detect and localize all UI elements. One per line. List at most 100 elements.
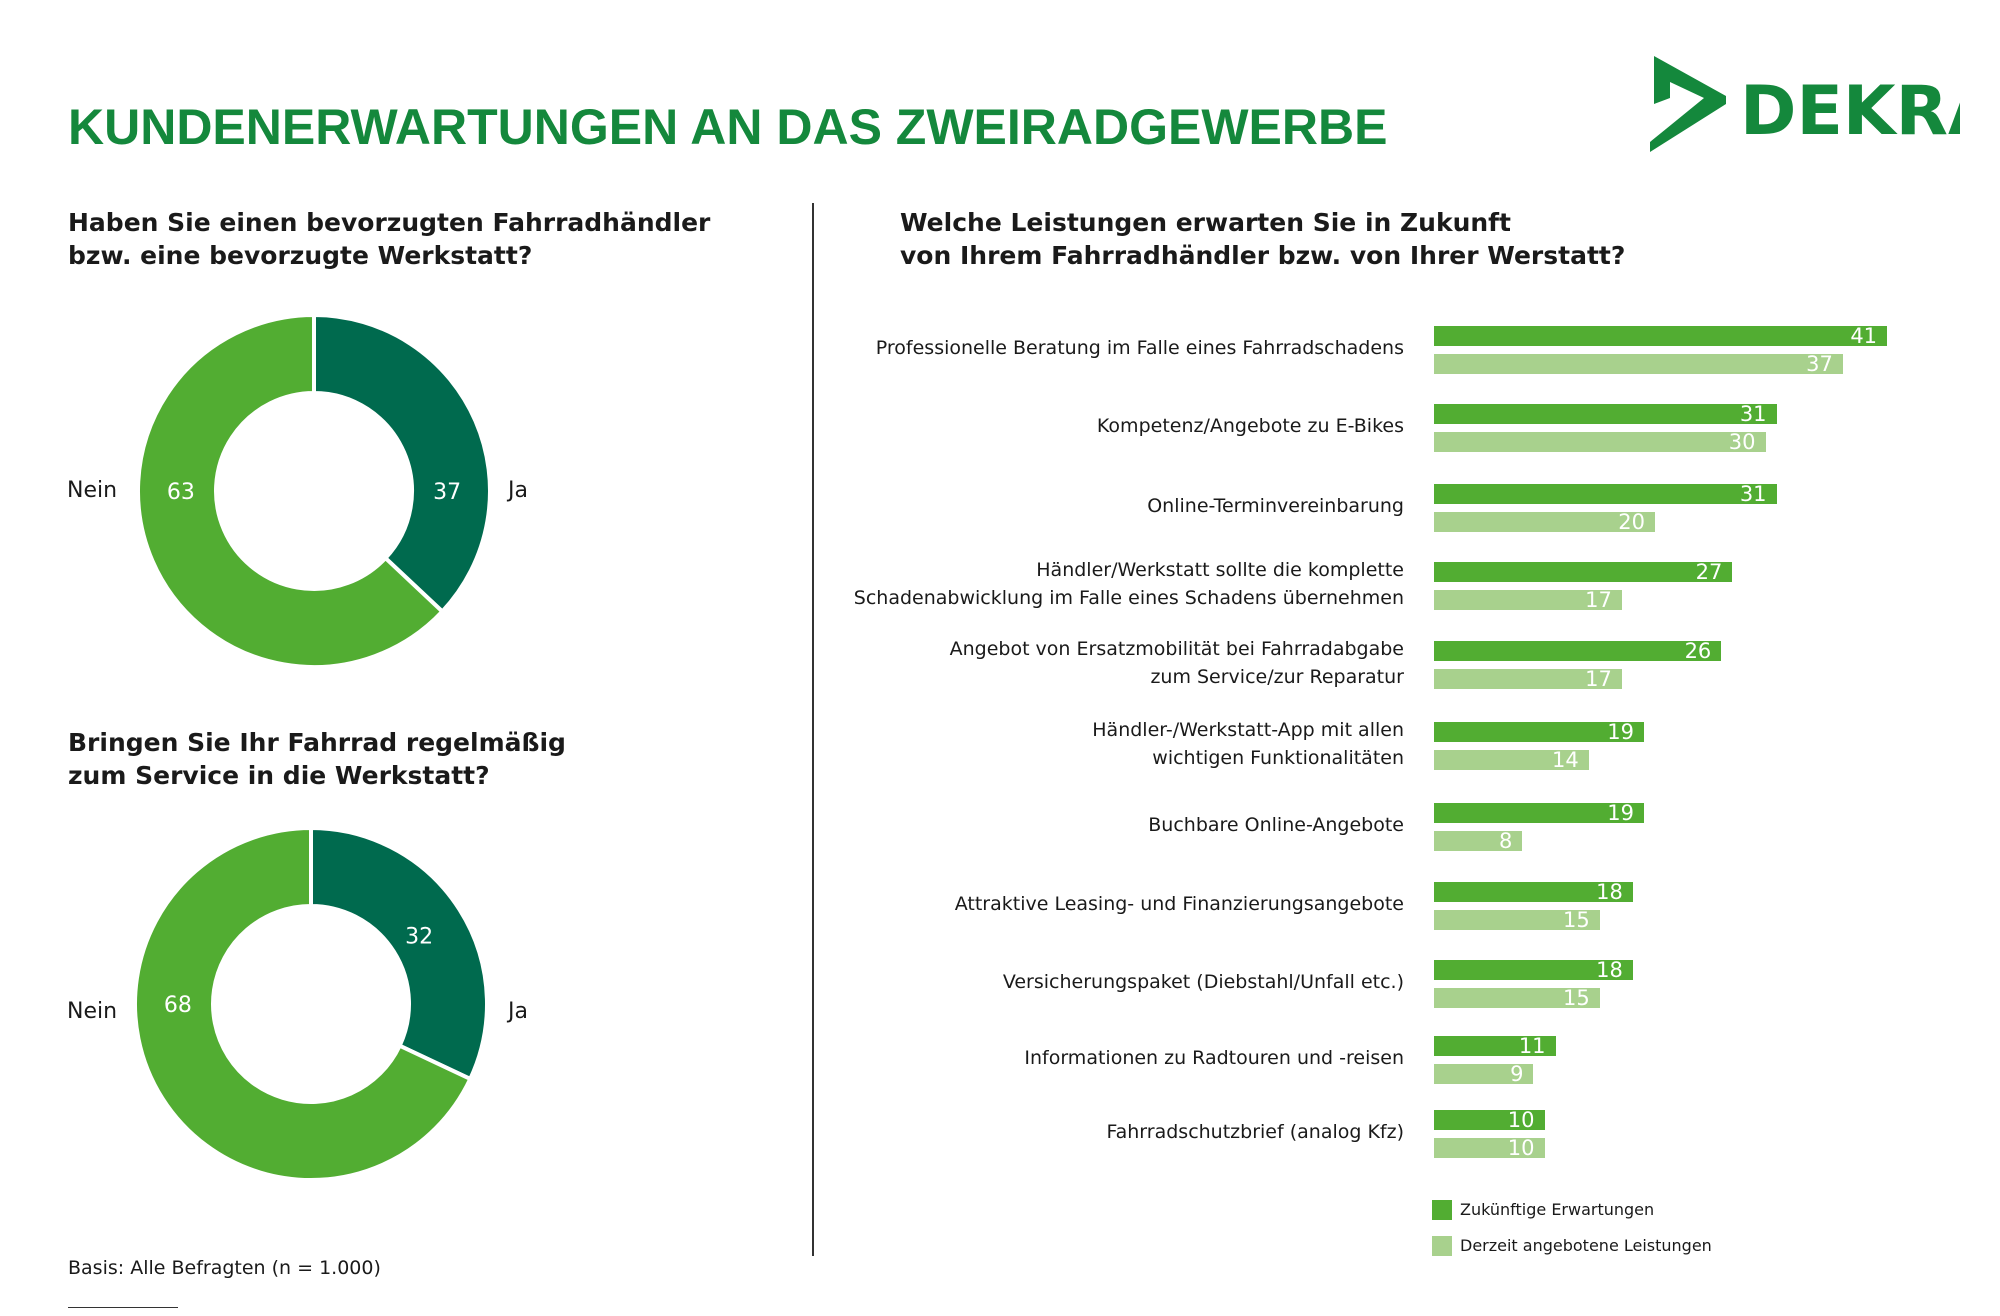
donut2-label-nein: Nein xyxy=(67,999,118,1024)
donut-value-label: 37 xyxy=(433,480,461,505)
bar-category-label-line: Angebot von Ersatzmobilität bei Fahrrada… xyxy=(949,638,1404,660)
bar-category-label-line: Händler/Werkstatt sollte die komplette xyxy=(1036,559,1404,581)
donut1-title-line: bzw. eine bevorzugte Werkstatt? xyxy=(68,241,533,270)
bar-future: 19 xyxy=(1434,720,1644,744)
column-divider xyxy=(812,203,814,1256)
bar-category-label: Angebot von Ersatzmobilität bei Fahrrada… xyxy=(950,635,1404,691)
bar-category-label-line: Schadenabwicklung im Falle eines Schaden… xyxy=(853,587,1404,609)
legend-swatch-future xyxy=(1432,1200,1452,1220)
bar-current: 9 xyxy=(1434,1062,1534,1086)
bar-future: 41 xyxy=(1434,324,1888,348)
bar-value-label: 11 xyxy=(1518,1034,1546,1058)
bar-future: 31 xyxy=(1434,402,1777,426)
bar-value-label: 18 xyxy=(1596,880,1623,904)
bar-current: 30 xyxy=(1434,430,1766,454)
bar-value-label: 15 xyxy=(1563,986,1590,1010)
bar-value-label: 30 xyxy=(1728,430,1756,454)
bar-current: 15 xyxy=(1434,986,1600,1010)
bar-category-label-line: Kompetenz/Angebote zu E-Bikes xyxy=(1096,415,1404,437)
bar-current: 15 xyxy=(1434,908,1600,932)
legend-label-future: Zukünftige Erwartungen xyxy=(1460,1200,1655,1219)
donut-slice-nein xyxy=(133,825,473,1182)
bar-current: 37 xyxy=(1434,352,1843,376)
bar-category-label: Buchbare Online-Angebote xyxy=(1148,811,1404,839)
donut-slice-ja xyxy=(312,312,492,615)
bar-future: 31 xyxy=(1434,482,1777,506)
dekra-arrow-icon xyxy=(1650,56,1726,152)
bar-value-label: 19 xyxy=(1607,801,1634,825)
bar-category-label: Attraktive Leasing- und Finanzierungsang… xyxy=(955,890,1404,918)
donut-chart-regular-service: 32 68 xyxy=(133,825,489,1182)
bar-category-label: Informationen zu Radtouren und -reisen xyxy=(1024,1044,1404,1072)
bar-value-label: 8 xyxy=(1499,829,1513,853)
bar-future: 11 xyxy=(1434,1034,1556,1058)
bar-category-label: Online-Terminvereinbarung xyxy=(1147,492,1404,520)
bar-future: 26 xyxy=(1434,639,1722,663)
bar-category-label-line: Attraktive Leasing- und Finanzierungsang… xyxy=(954,893,1404,915)
donut2-label-ja: Ja xyxy=(508,999,528,1024)
bar-future: 10 xyxy=(1434,1108,1545,1132)
donut1-label-ja: Ja xyxy=(508,478,528,503)
bar-value-label: 31 xyxy=(1739,402,1767,426)
bar-category-label: Versicherungspaket (Diebstahl/Unfall etc… xyxy=(1003,968,1404,996)
bar-value-label: 20 xyxy=(1618,510,1645,534)
donut-value-label: 68 xyxy=(164,993,192,1018)
bar-current: 8 xyxy=(1434,829,1523,853)
bar-value-label: 15 xyxy=(1563,908,1590,932)
bar-category-label-line: Versicherungspaket (Diebstahl/Unfall etc… xyxy=(1002,971,1404,993)
bar-current: 10 xyxy=(1434,1136,1545,1160)
bar-category-label-line: Buchbare Online-Angebote xyxy=(1148,814,1404,836)
bar-current: 14 xyxy=(1434,748,1589,772)
page-title: KUNDENERWARTUNGEN AN DAS ZWEIRADGEWERBE xyxy=(68,99,1388,155)
bar-value-label: 26 xyxy=(1684,639,1712,663)
bar-category-label-line: Händler-/Werkstatt-App mit allen xyxy=(1092,719,1404,741)
bar-value-label: 31 xyxy=(1739,482,1767,506)
footnote-rule xyxy=(68,1307,178,1308)
bar-value-label: 37 xyxy=(1806,352,1833,376)
bar-category-label-line: Informationen zu Radtouren und -reisen xyxy=(1024,1047,1404,1069)
bar-category-label-line: Fahrradschutzbrief (analog Kfz) xyxy=(1106,1121,1404,1143)
bar-value-label: 41 xyxy=(1850,324,1878,348)
bar-current: 20 xyxy=(1434,510,1655,534)
bar-value-label: 19 xyxy=(1607,720,1634,744)
dekra-logo: DEKRA xyxy=(1650,56,1960,152)
logo-text: DEKRA xyxy=(1740,72,1960,151)
bar-future: 18 xyxy=(1434,880,1633,904)
bar-category-label: Händler-/Werkstatt-App mit allen wichtige… xyxy=(1092,716,1404,772)
bar-value-label: 27 xyxy=(1695,560,1723,584)
bar-value-label: 18 xyxy=(1596,958,1623,982)
bar-title-line: von Ihrem Fahrradhändler bzw. von Ihrer … xyxy=(900,241,1626,270)
bar-chart-title: Welche Leistungen erwarten Sie in Zukunf… xyxy=(900,206,1625,272)
bar-value-label: 10 xyxy=(1507,1136,1535,1160)
bar-value-label: 14 xyxy=(1551,748,1579,772)
donut-value-label: 63 xyxy=(167,480,195,505)
bar-category-label-line: Online-Terminvereinbarung xyxy=(1147,495,1404,517)
donut1-title: Haben Sie einen bevorzugten Fahrradhändl… xyxy=(68,206,710,272)
bar-current: 17 xyxy=(1434,667,1622,691)
footnote: Basis: Alle Befragten (n = 1.000) xyxy=(68,1257,381,1279)
bar-category-label: Händler/Werkstatt sollte die komplette Sc… xyxy=(854,556,1404,612)
bar-value-label: 17 xyxy=(1585,588,1612,612)
legend-label-current: Derzeit angebotene Leistungen xyxy=(1460,1236,1712,1255)
bar-category-label-line: wichtigen Funktionalitäten xyxy=(1152,747,1404,769)
bar-current: 17 xyxy=(1434,588,1622,612)
donut-slice-ja xyxy=(309,825,489,1082)
donut1-title-line: Haben Sie einen bevorzugten Fahrradhändl… xyxy=(68,208,711,237)
donut2-title-line: Bringen Sie Ihr Fahrrad regelmäßig xyxy=(68,728,566,757)
donut1-label-nein: Nein xyxy=(67,478,118,503)
donut-value-label: 32 xyxy=(405,924,433,949)
donut-chart-preferred-dealer: 37 63 xyxy=(136,312,492,669)
bar-future: 18 xyxy=(1434,958,1633,982)
donut2-title-line: zum Service in die Werkstatt? xyxy=(68,761,490,790)
bar-category-label: Professionelle Beratung im Falle eines F… xyxy=(876,334,1404,362)
bar-category-label: Fahrradschutzbrief (analog Kfz) xyxy=(1106,1118,1404,1146)
donut-slice-nein xyxy=(136,312,446,669)
bar-title-line: Welche Leistungen erwarten Sie in Zukunf… xyxy=(900,208,1511,237)
bar-category-label-line: Professionelle Beratung im Falle eines F… xyxy=(875,337,1404,359)
legend-swatch-current xyxy=(1432,1236,1452,1256)
bar-future: 27 xyxy=(1434,560,1733,584)
bar-value-label: 17 xyxy=(1585,667,1612,691)
bar-future: 19 xyxy=(1434,801,1644,825)
bar-value-label: 9 xyxy=(1510,1062,1524,1086)
bar-category-label-line: zum Service/zur Reparatur xyxy=(1150,666,1404,688)
